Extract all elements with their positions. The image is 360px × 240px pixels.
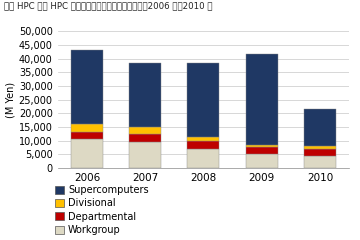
Bar	[246, 147, 278, 154]
Text: 国内 HPC 市場 HPC サーバーシステム別出荷額実績、2006 年～2010 年: 国内 HPC 市場 HPC サーバーシステム別出荷額実績、2006 年～2010…	[4, 1, 212, 10]
Bar	[129, 142, 161, 168]
Bar	[246, 154, 278, 168]
Bar	[129, 127, 161, 134]
Bar	[246, 145, 278, 147]
Bar	[246, 54, 278, 145]
Bar	[71, 139, 103, 168]
Bar	[187, 141, 220, 149]
Legend: Supercomputers, Divisional, Departmental, Workgroup: Supercomputers, Divisional, Departmental…	[55, 185, 149, 235]
Bar	[129, 63, 161, 127]
Bar	[187, 137, 220, 141]
Bar	[71, 50, 103, 124]
Bar	[71, 132, 103, 139]
Bar	[129, 134, 161, 142]
Bar	[304, 156, 336, 168]
Bar	[71, 124, 103, 132]
Bar	[304, 109, 336, 146]
Bar	[187, 63, 220, 137]
Bar	[304, 149, 336, 156]
Y-axis label: (M Yen): (M Yen)	[6, 82, 16, 118]
Bar	[304, 146, 336, 149]
Bar	[187, 149, 220, 168]
